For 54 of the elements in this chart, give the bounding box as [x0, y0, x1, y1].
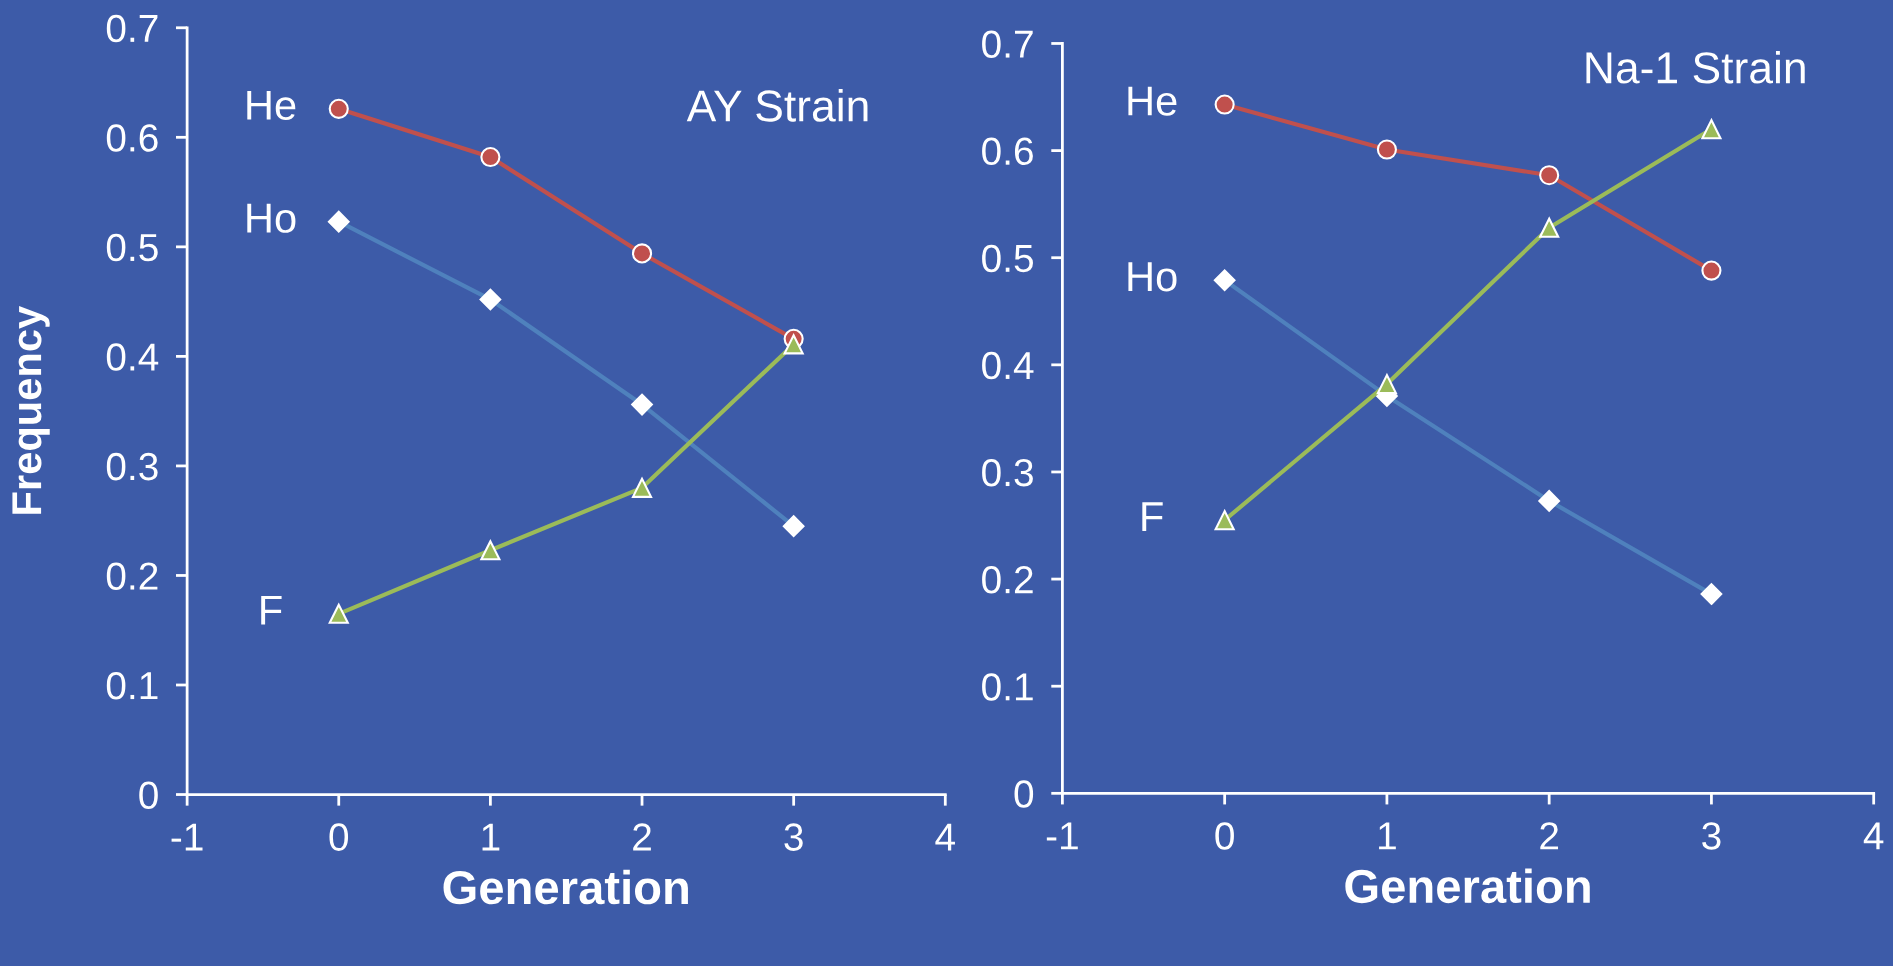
point — [480, 146, 501, 168]
text: AY Strain — [686, 89, 868, 122]
point — [1376, 139, 1397, 160]
point — [328, 603, 349, 624]
series-label: F — [261, 595, 282, 625]
series-label: F — [1142, 502, 1163, 531]
y-tick-label: 0.6 — [982, 137, 1033, 166]
x-tick-label: 4 — [1863, 822, 1884, 850]
series-label: Ho — [1128, 262, 1177, 292]
x-tick-label: -1 — [171, 823, 203, 851]
x-tick-label: 1 — [482, 823, 500, 851]
point — [631, 243, 653, 264]
y-tick-label: 0.4 — [106, 343, 159, 371]
point — [1214, 510, 1235, 531]
series-label: He — [1128, 86, 1177, 116]
y-tick-label: 0 — [1014, 780, 1034, 808]
x-tick-label: 4 — [935, 823, 955, 851]
y-tick-label: 0.5 — [106, 233, 158, 262]
point — [1376, 374, 1397, 395]
point — [1701, 260, 1722, 281]
point — [1701, 119, 1722, 140]
y-axis-title: Frequency — [12, 306, 50, 514]
series-label: Ho — [247, 203, 296, 233]
point — [631, 477, 653, 498]
chart-title: Na-1 Strain — [1586, 50, 1805, 84]
x-tick-label: 2 — [1540, 822, 1559, 850]
x-tick-label: 2 — [633, 823, 651, 851]
x-tick-label: 1 — [1379, 822, 1396, 850]
y-tick-label: 0.2 — [106, 562, 158, 590]
x-axis-title: Generation — [443, 869, 688, 905]
y-tick-label: 0.4 — [982, 351, 1034, 380]
y-tick-label: 0 — [139, 781, 158, 810]
y-tick-label: 0.7 — [982, 30, 1033, 58]
x-tick-label: 3 — [1702, 822, 1721, 850]
y-tick-label: 0.6 — [106, 124, 158, 152]
y-tick-label: 0.3 — [106, 452, 158, 481]
x-tick-label: 3 — [784, 823, 803, 851]
point — [480, 540, 501, 561]
x-tick-label: -1 — [1046, 822, 1078, 850]
y-tick-label: 0.2 — [982, 566, 1033, 594]
y-tick-label: 0.1 — [982, 673, 1033, 701]
point — [783, 334, 804, 355]
y-tick-label: 0.7 — [106, 14, 158, 43]
point — [1539, 217, 1560, 238]
y-tick-label: 0.5 — [982, 244, 1033, 273]
point — [1214, 94, 1235, 115]
series-label: He — [247, 90, 296, 121]
y-tick-label: 0.3 — [982, 458, 1033, 487]
x-axis-title: Generation — [1345, 868, 1590, 904]
x-tick-label: 0 — [329, 823, 349, 851]
point — [328, 98, 349, 119]
x-tick-label: 0 — [1215, 822, 1234, 850]
y-tick-label: 0.1 — [106, 671, 158, 700]
point — [1539, 165, 1560, 186]
